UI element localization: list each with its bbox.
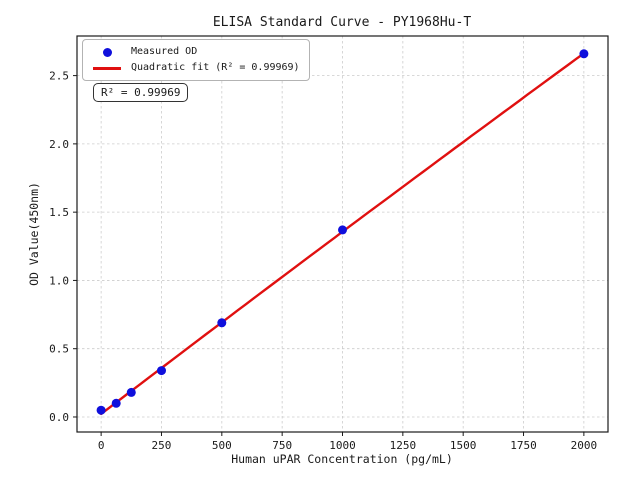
data-point — [126, 387, 136, 397]
grid-layer — [77, 36, 608, 432]
fit-line-swatch-icon — [93, 66, 121, 70]
measured-od-dot-icon — [102, 47, 112, 57]
x-tick-label: 1250 — [390, 439, 417, 452]
y-tick-label: 2.0 — [49, 138, 69, 151]
x-tick-label: 0 — [98, 439, 105, 452]
x-tick-label: 750 — [272, 439, 292, 452]
x-tick-label: 1750 — [510, 439, 537, 452]
axis-layer: 0 250 500 750 1000 1250 1500 1750 2000 0.0 0.5 1.0 1… — [49, 35, 609, 452]
chart-title: ELISA Standard Curve - PY1968Hu-T — [213, 15, 471, 30]
data-point — [338, 225, 347, 235]
y-tick-label: 0.0 — [49, 411, 69, 424]
legend-entry-quadratic-fit: Quadratic fit (R² = 0.99969) — [89, 60, 300, 76]
legend-entry-measured-od: Measured OD — [89, 44, 300, 60]
y-axis-label: OD Value(450nm) — [27, 182, 41, 286]
x-axis-label: Human uPAR Concentration (pg/mL) — [231, 452, 453, 466]
legend-label-measured-od: Measured OD — [131, 46, 198, 57]
data-point — [111, 398, 121, 408]
legend: Measured OD Quadratic fit (R² = 0.99969) — [82, 39, 310, 81]
legend-marker-column — [89, 66, 125, 70]
y-tick-label: 1.5 — [49, 206, 69, 219]
x-tick-label: 2000 — [571, 439, 598, 452]
legend-marker-column — [89, 47, 125, 57]
y-tick-label: 0.5 — [49, 343, 69, 356]
data-layer — [96, 49, 589, 416]
x-tick-label: 500 — [212, 439, 232, 452]
legend-label-quadratic-fit: Quadratic fit (R² = 0.99969) — [131, 62, 300, 73]
data-point — [157, 366, 166, 376]
x-tick-label: 1500 — [450, 439, 477, 452]
y-tick-label: 2.5 — [49, 70, 69, 83]
x-tick-label: 250 — [152, 439, 172, 452]
x-tick-label: 1000 — [329, 439, 356, 452]
data-point — [217, 318, 227, 328]
y-tick-label: 1.0 — [49, 274, 69, 287]
plot-frame — [76, 35, 609, 433]
r-squared-annotation: R² = 0.99969 — [93, 83, 189, 102]
data-point — [579, 49, 589, 59]
data-point — [96, 405, 106, 415]
